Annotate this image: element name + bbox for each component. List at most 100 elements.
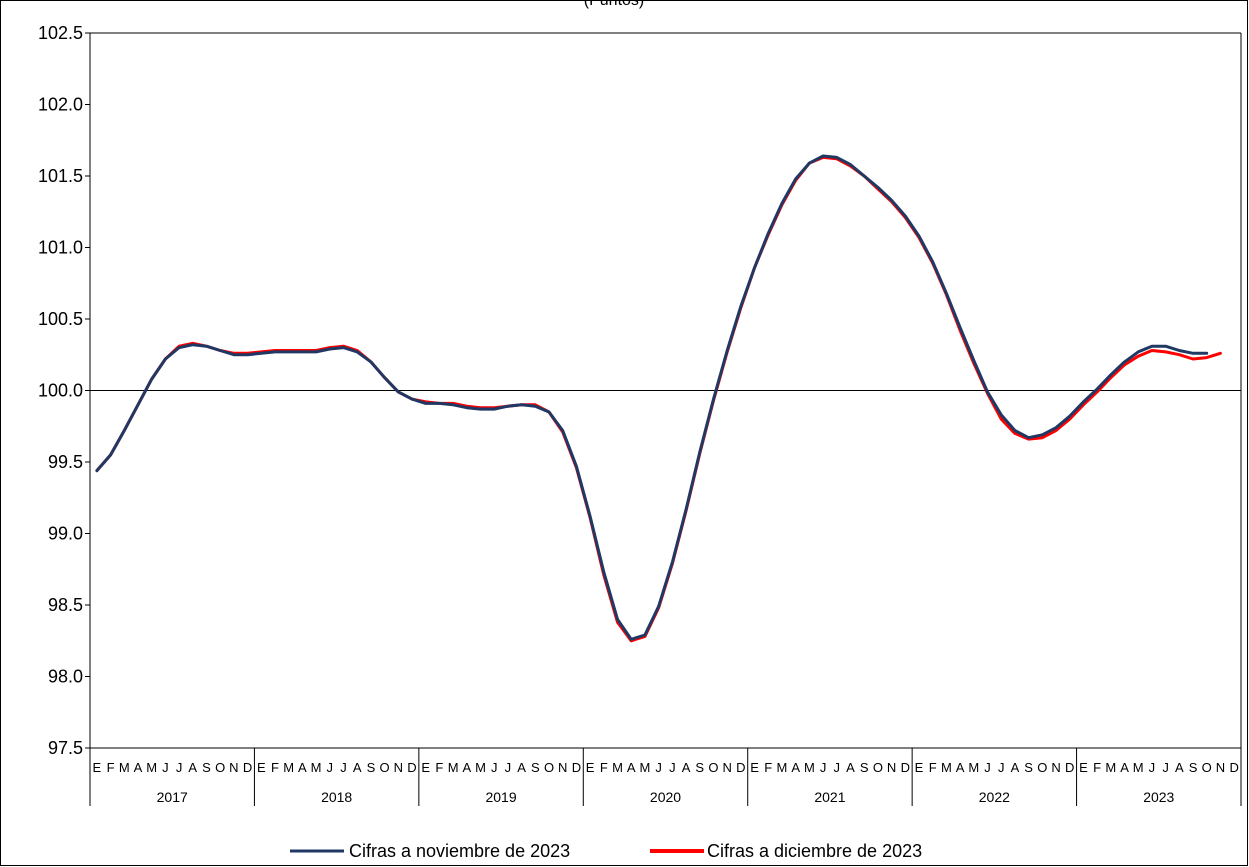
month-tick-label: E xyxy=(586,760,595,775)
month-tick-label: M xyxy=(475,760,486,775)
month-tick-label: M xyxy=(146,760,157,775)
month-tick-label: S xyxy=(1189,760,1198,775)
x-axis-year-labels: 2017 2018 2019 2020 2021 2022 2023 xyxy=(157,789,1175,805)
month-tick-label: M xyxy=(311,760,322,775)
month-tick-label: E xyxy=(915,760,924,775)
month-tick-label: M xyxy=(612,760,623,775)
month-tick-label: O xyxy=(380,760,390,775)
y-tick-label: 101.0 xyxy=(38,238,83,258)
month-tick-label: J xyxy=(1162,760,1169,775)
month-tick-label: M xyxy=(968,760,979,775)
month-tick-label: A xyxy=(462,760,471,775)
month-tick-label: S xyxy=(695,760,704,775)
month-tick-label: A xyxy=(1011,760,1020,775)
month-tick-label: A xyxy=(846,760,855,775)
month-tick-label: M xyxy=(119,760,130,775)
y-tick-label: 100.0 xyxy=(38,381,83,401)
month-tick-label: J xyxy=(176,760,183,775)
axes xyxy=(85,32,1242,806)
month-tick-label: N xyxy=(394,760,403,775)
y-tick-label: 99.0 xyxy=(48,524,83,544)
month-tick-label: N xyxy=(229,760,238,775)
month-tick-label: N xyxy=(887,760,896,775)
month-tick-label: O xyxy=(708,760,718,775)
month-tick-label: M xyxy=(283,760,294,775)
y-tick-label: 101.5 xyxy=(38,166,83,186)
month-tick-label: J xyxy=(1149,760,1156,775)
y-tick-label: 102.5 xyxy=(38,23,83,43)
month-tick-label: M xyxy=(1105,760,1116,775)
month-tick-label: E xyxy=(93,760,102,775)
year-tick-label: 2022 xyxy=(979,789,1010,805)
series-line-noviembre xyxy=(95,154,1209,641)
month-tick-label: O xyxy=(1202,760,1212,775)
month-tick-label: J xyxy=(984,760,991,775)
chart-title: (Puntos) xyxy=(584,0,644,9)
y-tick-label: 98.0 xyxy=(48,667,83,687)
month-tick-label: D xyxy=(572,760,581,775)
month-tick-label: D xyxy=(901,760,910,775)
legend: Cifras a noviembre de 2023 Cifras a dici… xyxy=(290,841,922,861)
y-tick-label: 99.5 xyxy=(48,452,83,472)
month-tick-label: S xyxy=(202,760,211,775)
year-tick-label: 2021 xyxy=(814,789,845,805)
month-tick-label: E xyxy=(750,760,759,775)
month-tick-label: F xyxy=(929,760,937,775)
y-axis-labels: 97.5 98.0 98.5 99.0 99.5 100.0 100.5 101.0 101.5… xyxy=(38,23,83,758)
month-tick-label: A xyxy=(517,760,526,775)
month-tick-label: A xyxy=(134,760,143,775)
series-lines xyxy=(95,154,1222,643)
month-tick-label: A xyxy=(298,760,307,775)
month-tick-label: A xyxy=(956,760,965,775)
year-tick-label: 2017 xyxy=(157,789,188,805)
month-tick-label: D xyxy=(1065,760,1074,775)
month-tick-label: A xyxy=(682,760,691,775)
month-tick-label: J xyxy=(340,760,347,775)
month-tick-label: J xyxy=(327,760,334,775)
month-tick-label: N xyxy=(1051,760,1060,775)
month-tick-label: N xyxy=(722,760,731,775)
month-tick-label: A xyxy=(791,760,800,775)
month-tick-label: D xyxy=(407,760,416,775)
year-tick-label: 2018 xyxy=(321,789,352,805)
month-tick-label: F xyxy=(1093,760,1101,775)
month-tick-label: D xyxy=(1229,760,1238,775)
month-tick-label: O xyxy=(1037,760,1047,775)
month-tick-label: A xyxy=(627,760,636,775)
month-tick-label: F xyxy=(600,760,608,775)
month-tick-label: M xyxy=(777,760,788,775)
month-tick-label: M xyxy=(804,760,815,775)
month-tick-label: O xyxy=(544,760,554,775)
month-tick-label: A xyxy=(1120,760,1129,775)
y-tick-label: 102.0 xyxy=(38,95,83,115)
month-tick-label: S xyxy=(531,760,540,775)
month-tick-label: M xyxy=(448,760,459,775)
month-tick-label: E xyxy=(257,760,266,775)
y-tick-label: 100.5 xyxy=(38,309,83,329)
month-tick-label: O xyxy=(215,760,225,775)
month-tick-label: N xyxy=(558,760,567,775)
month-tick-label: D xyxy=(243,760,252,775)
legend-label-noviembre: Cifras a noviembre de 2023 xyxy=(349,841,570,861)
month-tick-label: J xyxy=(820,760,827,775)
month-tick-label: F xyxy=(435,760,443,775)
month-tick-label: F xyxy=(107,760,115,775)
y-tick-label: 97.5 xyxy=(48,738,83,758)
month-tick-label: J xyxy=(162,760,169,775)
year-tick-label: 2020 xyxy=(650,789,681,805)
month-tick-label: J xyxy=(998,760,1005,775)
month-tick-label: M xyxy=(640,760,651,775)
month-tick-label: D xyxy=(736,760,745,775)
month-tick-label: A xyxy=(353,760,362,775)
month-tick-label: E xyxy=(1079,760,1088,775)
month-tick-label: S xyxy=(860,760,869,775)
month-tick-label: J xyxy=(505,760,512,775)
month-tick-label: A xyxy=(1175,760,1184,775)
month-tick-label: S xyxy=(1024,760,1033,775)
month-tick-label: N xyxy=(1216,760,1225,775)
month-tick-label: F xyxy=(764,760,772,775)
month-tick-label: F xyxy=(271,760,279,775)
